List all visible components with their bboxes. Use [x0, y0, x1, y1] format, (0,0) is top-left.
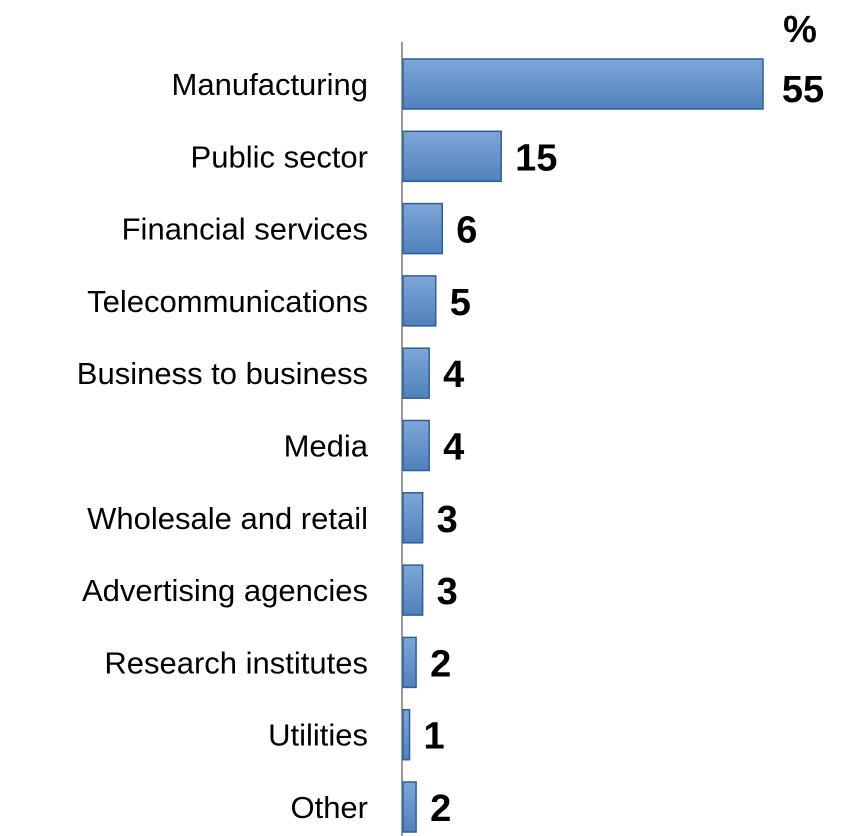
bar-6 — [402, 419, 430, 472]
value-label: 2 — [430, 643, 451, 685]
value-label: 3 — [437, 499, 458, 541]
category-label: Media — [284, 429, 369, 464]
bar-5 — [402, 347, 430, 399]
value-label: 4 — [443, 427, 464, 469]
value-label: 4 — [443, 354, 464, 396]
bar-10 — [402, 708, 411, 761]
category-label: Manufacturing — [172, 67, 368, 102]
bar-11 — [402, 781, 417, 833]
category-label: Utilities — [268, 718, 368, 753]
bar-9 — [402, 636, 417, 689]
bar-2 — [402, 130, 502, 183]
unit-label: % — [783, 9, 817, 51]
bar-8 — [402, 564, 424, 616]
value-label: 6 — [456, 210, 477, 252]
category-label: Other — [290, 790, 368, 825]
value-label: 1 — [424, 716, 445, 758]
value-label: 5 — [450, 282, 471, 324]
category-label: Business to business — [77, 356, 368, 391]
bar-1 — [402, 58, 764, 110]
value-label: 2 — [430, 788, 451, 830]
value-label: 3 — [437, 571, 458, 613]
category-label: Wholesale and retail — [87, 501, 368, 536]
value-label: 15 — [515, 137, 557, 179]
bar-3 — [402, 202, 444, 255]
category-label: Public sector — [191, 139, 368, 174]
bar-4 — [402, 275, 437, 327]
category-label: Financial services — [122, 212, 368, 247]
category-label: Advertising agencies — [82, 573, 368, 608]
category-label: Research institutes — [104, 645, 368, 680]
category-label: Telecommunications — [87, 284, 368, 319]
bar-7 — [402, 492, 424, 544]
value-label: 55 — [782, 69, 824, 111]
